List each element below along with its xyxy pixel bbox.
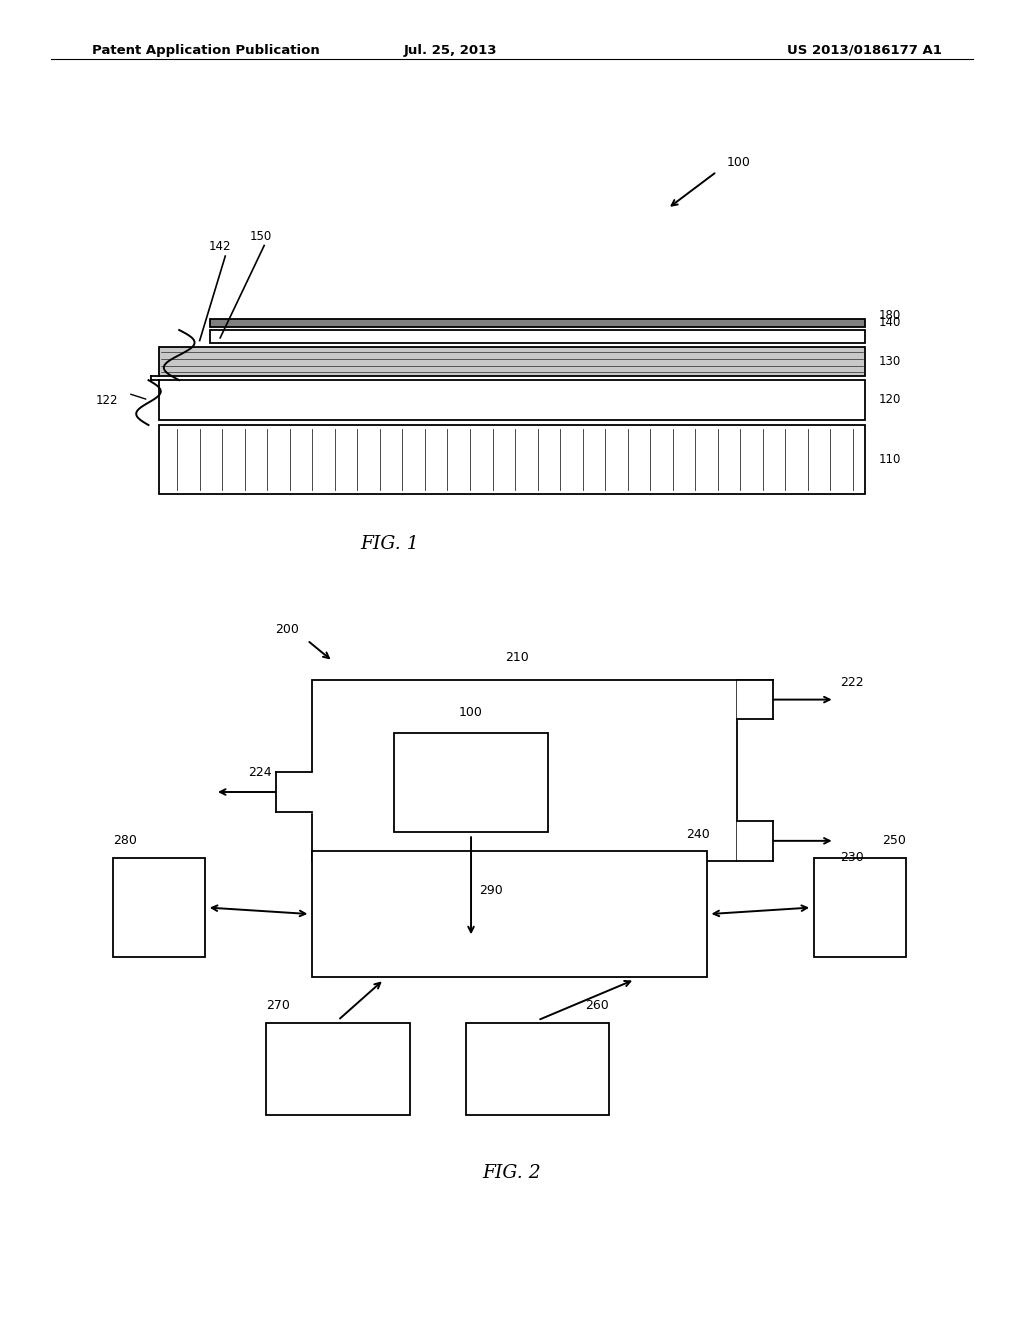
Bar	[814, 858, 906, 957]
Text: 110: 110	[879, 453, 901, 466]
Text: 230: 230	[840, 851, 863, 865]
Text: 224: 224	[248, 766, 271, 779]
Text: 100: 100	[727, 156, 751, 169]
Bar	[210, 330, 865, 343]
Text: 142: 142	[209, 240, 231, 253]
Text: 222: 222	[840, 676, 863, 689]
Text: 240: 240	[686, 828, 710, 841]
Text: Patent Application Publication: Patent Application Publication	[92, 44, 319, 57]
Text: 250: 250	[883, 834, 906, 847]
Bar	[159, 425, 865, 494]
Text: 122: 122	[95, 393, 118, 407]
Text: 200: 200	[275, 623, 299, 636]
Text: 290: 290	[479, 884, 503, 898]
Bar	[159, 380, 865, 420]
Text: 100: 100	[459, 706, 483, 719]
Bar	[394, 733, 548, 832]
Bar	[159, 347, 865, 376]
Text: 150: 150	[250, 230, 272, 243]
Polygon shape	[276, 772, 313, 812]
Polygon shape	[737, 680, 774, 719]
Text: 120: 120	[879, 393, 901, 407]
Text: 260: 260	[586, 999, 609, 1012]
Bar	[466, 1023, 609, 1115]
Text: Jul. 25, 2013: Jul. 25, 2013	[403, 44, 498, 57]
Text: 270: 270	[266, 999, 290, 1012]
Bar	[113, 858, 205, 957]
Text: 180: 180	[879, 309, 901, 322]
Text: 130: 130	[879, 355, 901, 368]
Text: 140: 140	[879, 315, 901, 329]
Text: FIG. 2: FIG. 2	[482, 1164, 542, 1183]
Bar	[266, 1023, 410, 1115]
Text: US 2013/0186177 A1: US 2013/0186177 A1	[787, 44, 942, 57]
Polygon shape	[737, 821, 774, 861]
Bar	[312, 851, 707, 977]
Text: 210: 210	[505, 651, 529, 664]
Text: FIG. 1: FIG. 1	[359, 535, 419, 553]
Text: 280: 280	[113, 834, 136, 847]
Bar	[210, 319, 865, 327]
Bar	[312, 680, 737, 861]
